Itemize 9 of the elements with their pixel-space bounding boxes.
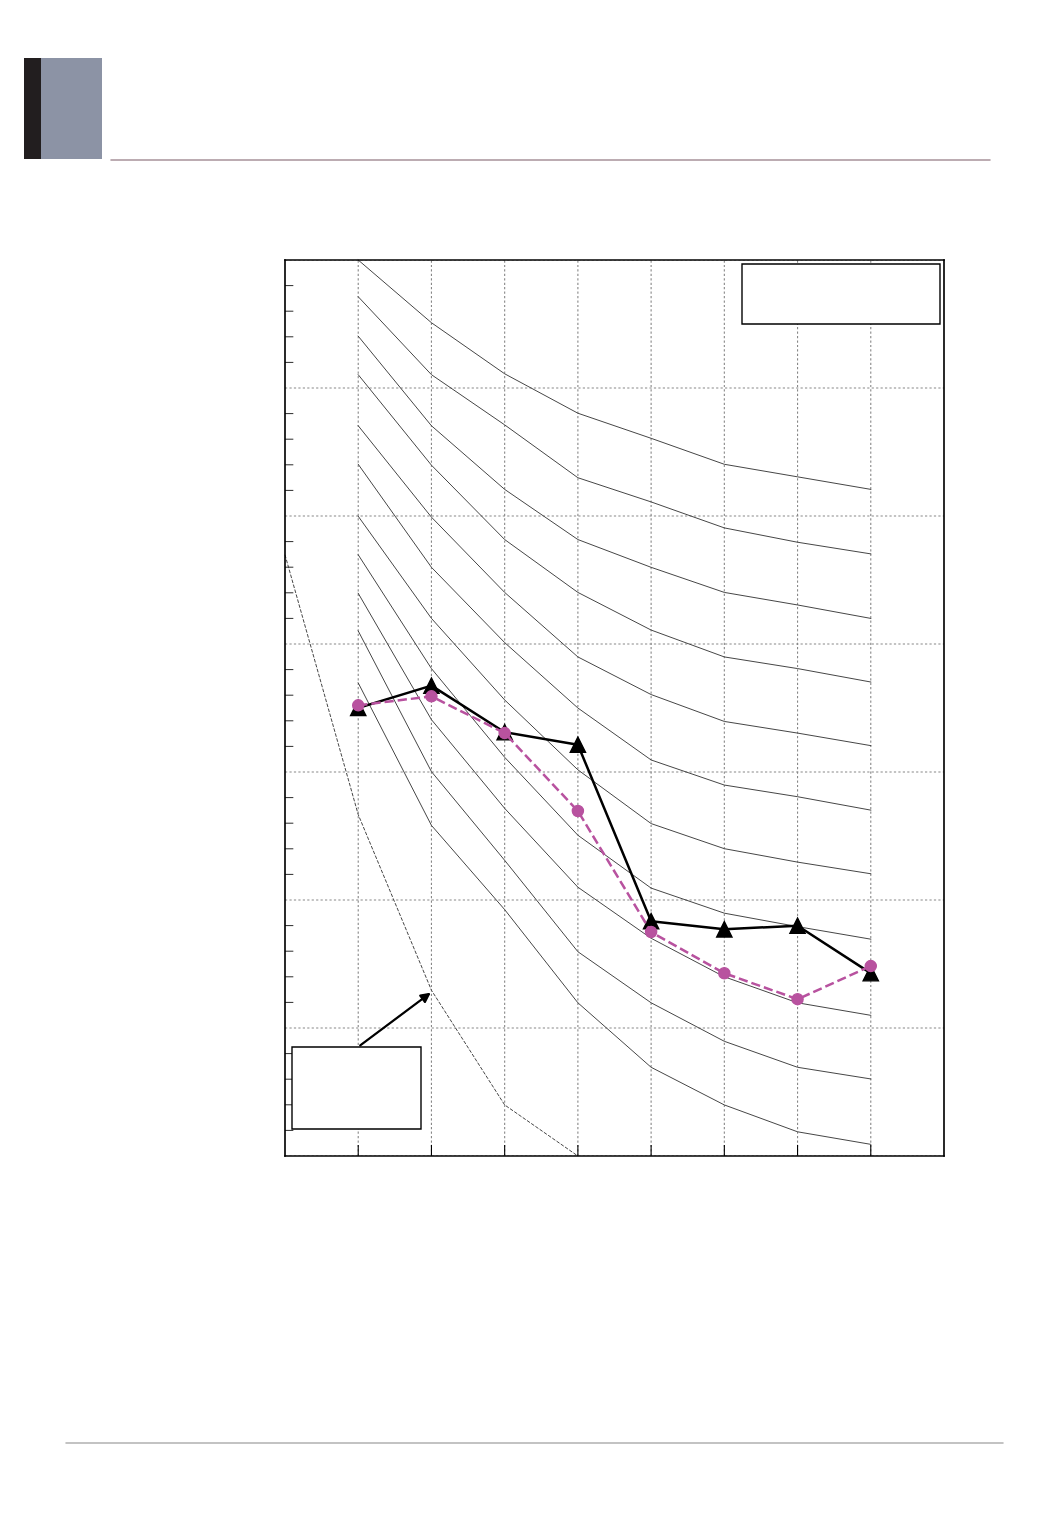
point xyxy=(715,920,733,938)
point xyxy=(791,992,804,1006)
point xyxy=(718,966,731,980)
point xyxy=(789,917,806,935)
point xyxy=(425,690,438,703)
point xyxy=(569,736,587,754)
point xyxy=(644,925,658,939)
point xyxy=(864,959,878,973)
point xyxy=(571,804,585,818)
